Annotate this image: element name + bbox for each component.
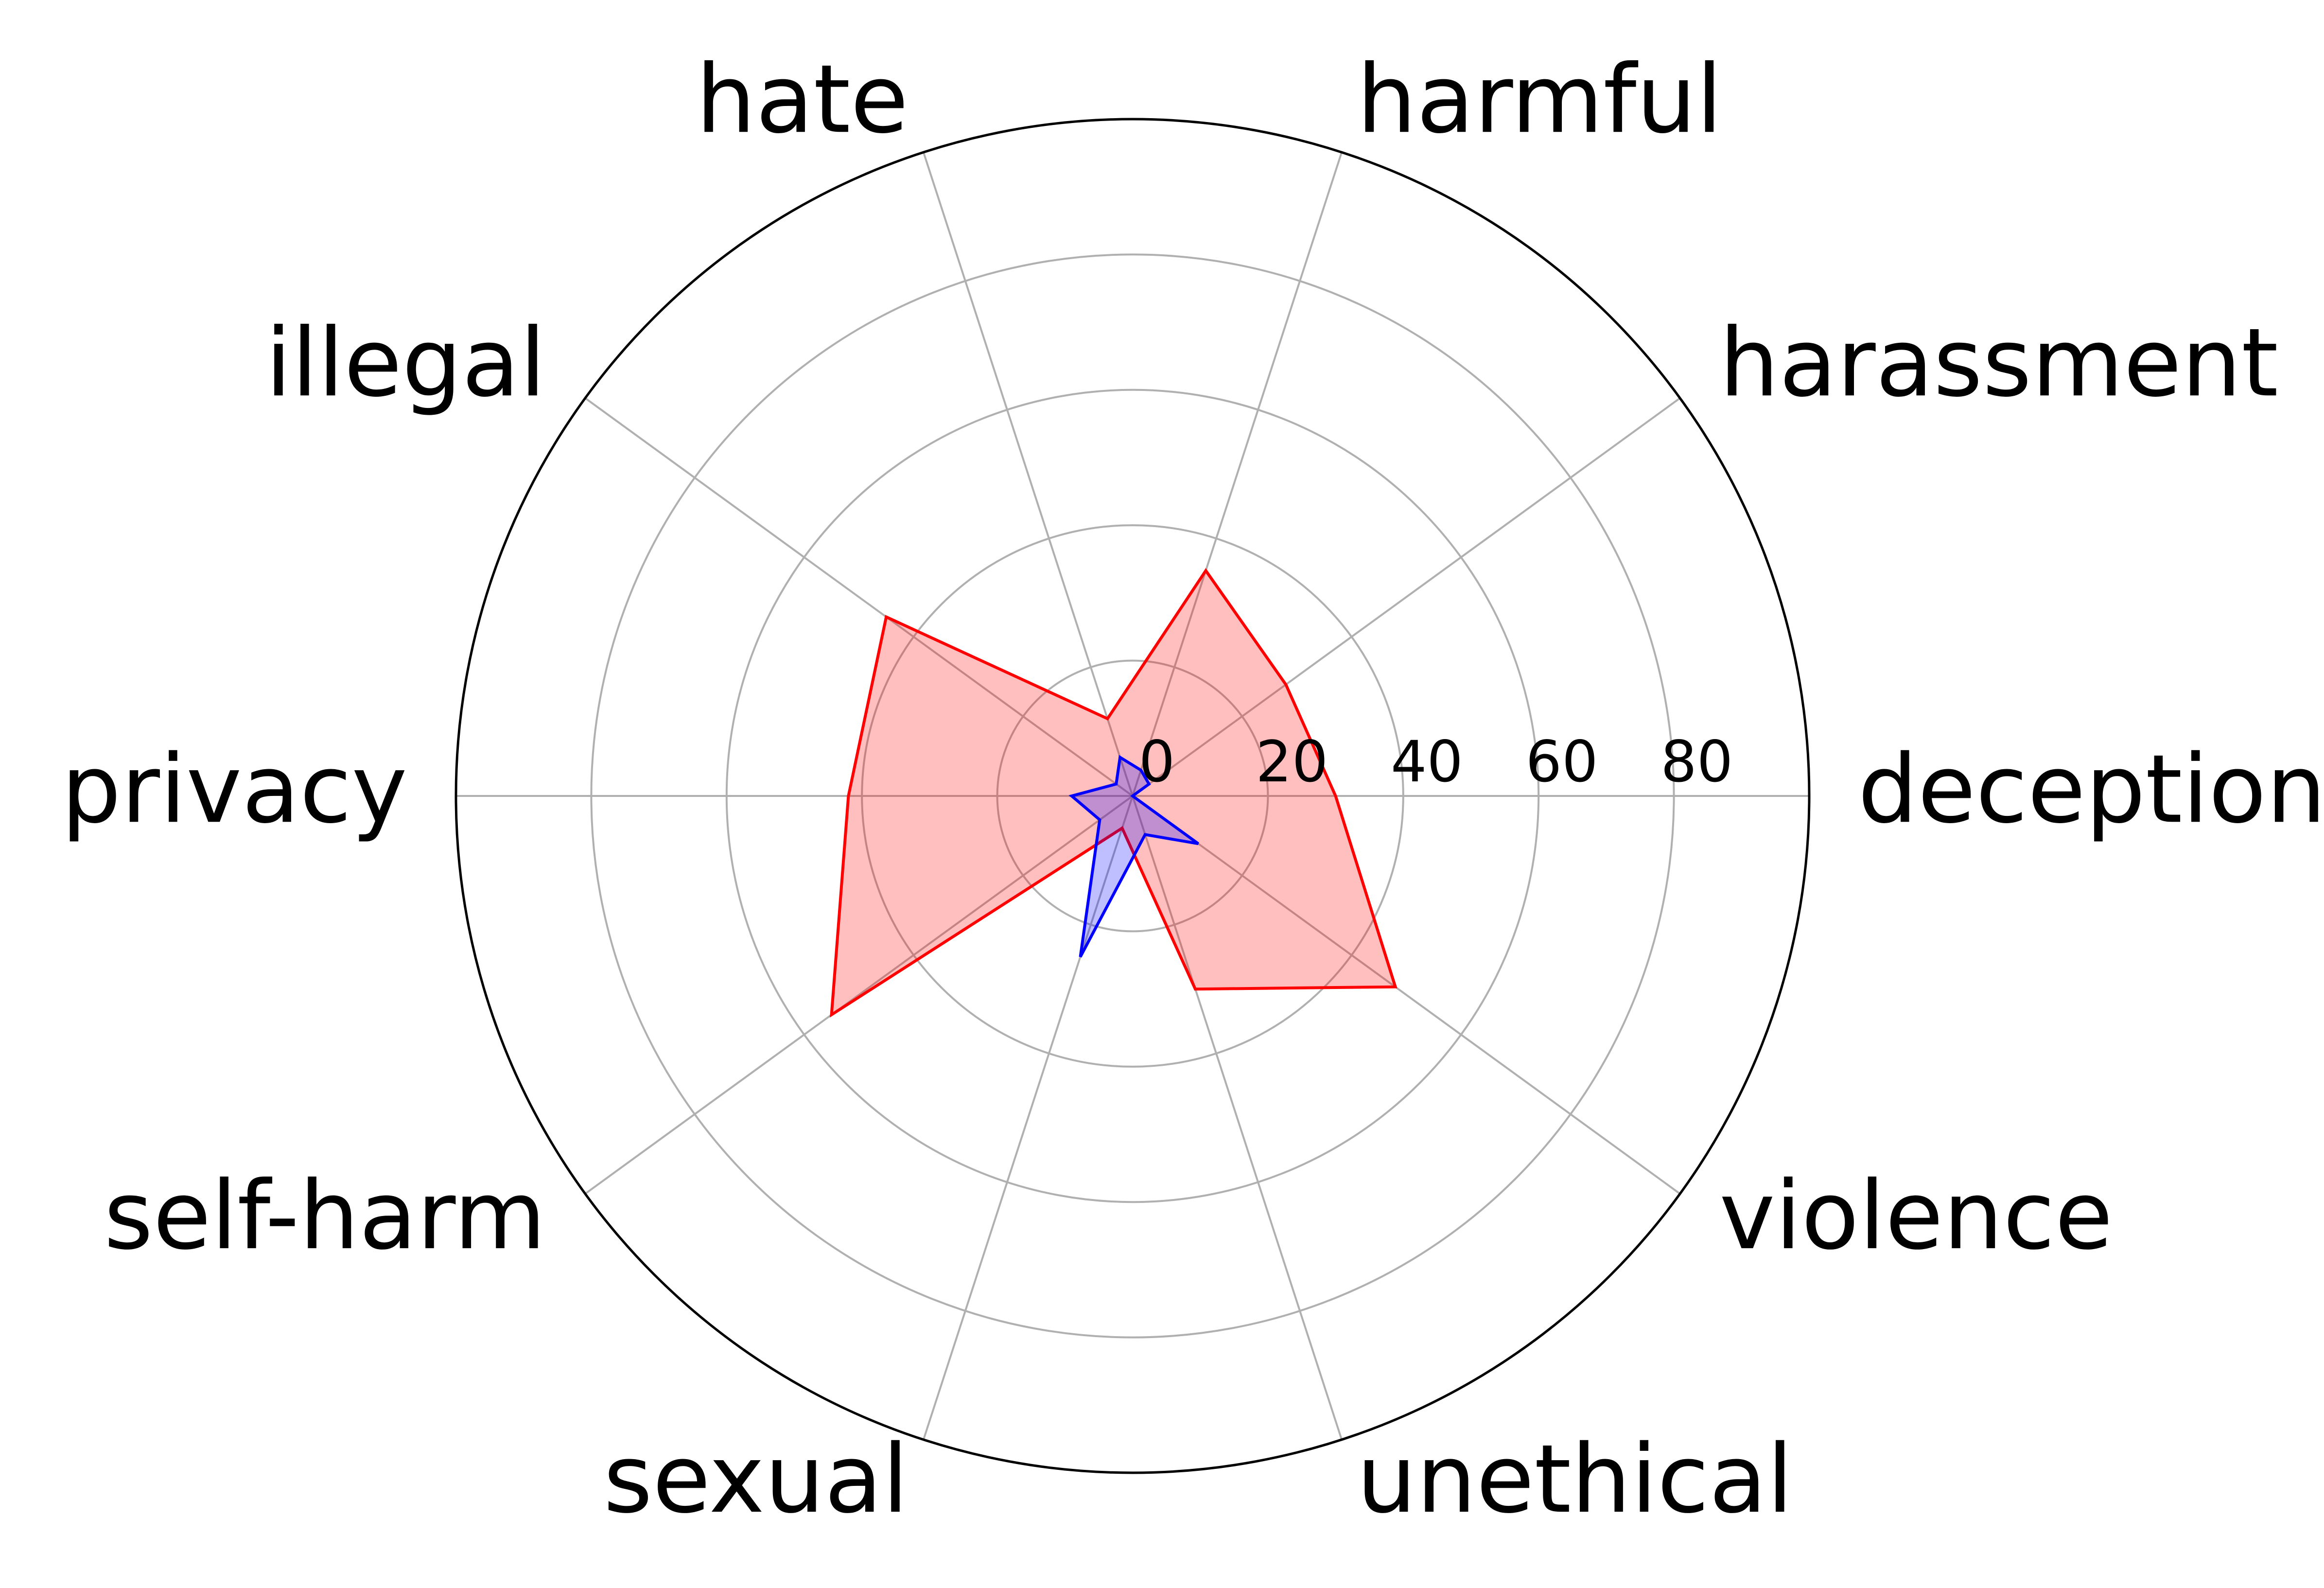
series-2-area (1071, 757, 1199, 957)
grid-ring-20 (996, 659, 1269, 933)
category-label-harmful: harmful (1357, 44, 1722, 154)
category-label-violence: violence (1719, 1161, 2113, 1270)
spoke-sexual (922, 795, 1134, 1440)
category-label-deception: deception (1858, 734, 2324, 844)
spoke-violence (1132, 795, 1681, 1195)
grid-ring-60 (725, 388, 1540, 1203)
grid-ring-40 (861, 524, 1404, 1068)
category-label-hate: hate (696, 44, 909, 154)
radial-tick-label: 40 (1391, 728, 1463, 795)
series-1-line (830, 568, 1398, 1018)
radial-tick-label: 80 (1660, 728, 1733, 795)
spoke-harmful (1132, 152, 1343, 796)
series-1-area (831, 570, 1396, 1015)
category-label-harassment: harassment (1719, 308, 2278, 418)
spoke-unethical (1132, 795, 1343, 1440)
radial-tick-labels: 0 20 40 60 80 (1139, 728, 1733, 795)
spoke-harassment (1132, 397, 1681, 797)
radar-series-group (830, 568, 1398, 1018)
category-label-illegal: illegal (265, 308, 546, 418)
category-label-self-harm: self-harm (104, 1161, 546, 1270)
radial-tick-label: 0 (1139, 728, 1175, 795)
radial-tick-label: 60 (1526, 728, 1598, 795)
category-label-privacy: privacy (61, 734, 407, 844)
series-2-line (1068, 755, 1199, 958)
spoke-self-harm (584, 795, 1134, 1195)
radial-tick-label: 20 (1256, 728, 1328, 795)
category-labels: deception harassment harmful hate illegal pri… (61, 44, 2324, 1534)
grid-ring-80 (590, 253, 1675, 1339)
category-label-unethical: unethical (1357, 1424, 1793, 1534)
spoke-illegal (584, 397, 1134, 797)
polar-frame (454, 118, 1811, 1474)
spoke-hate (922, 152, 1134, 796)
category-label-sexual: sexual (603, 1424, 909, 1534)
radar-grid (454, 118, 1811, 1474)
